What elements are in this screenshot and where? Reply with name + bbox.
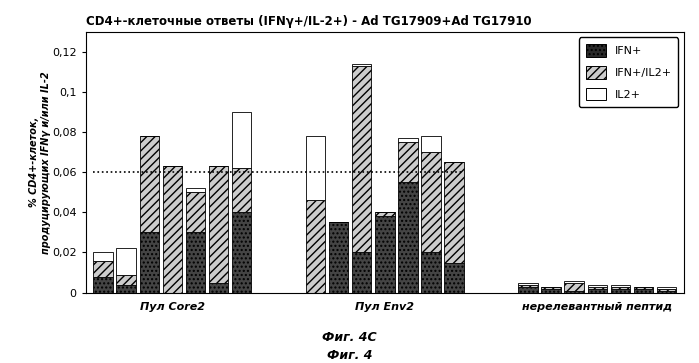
Bar [611, 285, 630, 286]
Bar [186, 188, 205, 192]
Text: Фиг. 4C: Фиг. 4C [322, 331, 377, 344]
Bar [94, 253, 113, 261]
Bar [352, 253, 371, 293]
Bar [117, 274, 136, 285]
Bar [306, 200, 325, 293]
Bar [306, 136, 325, 200]
Bar [421, 152, 440, 253]
Bar [398, 138, 417, 142]
Bar [352, 64, 371, 66]
Bar [421, 136, 440, 152]
Bar [657, 291, 676, 293]
Bar [588, 286, 607, 289]
Bar [542, 286, 561, 289]
Bar [232, 112, 252, 168]
Bar [186, 232, 205, 293]
Bar [186, 192, 205, 232]
Bar [565, 291, 584, 293]
Bar [94, 277, 113, 293]
Bar [518, 285, 538, 286]
Bar [398, 182, 417, 293]
Bar [421, 253, 440, 293]
Bar [657, 286, 676, 289]
Bar [518, 282, 538, 285]
Bar [329, 223, 348, 293]
Bar [565, 282, 584, 291]
Bar [611, 286, 630, 289]
Bar [375, 216, 394, 293]
Y-axis label: % CD4+-клеток,
продуцирующих IFNγ и/или IL-2: % CD4+-клеток, продуцирующих IFNγ и/или … [29, 71, 50, 254]
Bar [634, 286, 653, 289]
Bar [398, 142, 417, 182]
Bar [611, 289, 630, 293]
Bar [209, 166, 229, 282]
Text: Фиг. 4: Фиг. 4 [326, 349, 373, 362]
Bar [542, 289, 561, 293]
Bar [163, 166, 182, 293]
Text: CD4+-клеточные ответы (IFNγ+/IL-2+) - Ad TG17909+Ad TG17910: CD4+-клеточные ответы (IFNγ+/IL-2+) - Ad… [85, 15, 531, 28]
Bar [588, 285, 607, 286]
Bar [657, 289, 676, 291]
Bar [94, 261, 113, 277]
Bar [232, 168, 252, 212]
Bar [117, 285, 136, 293]
Bar [565, 281, 584, 282]
Bar [140, 232, 159, 293]
Bar [352, 66, 371, 253]
Bar [232, 212, 252, 293]
Bar [518, 286, 538, 293]
Bar [445, 162, 464, 262]
Bar [117, 249, 136, 274]
Bar [140, 136, 159, 232]
Bar [375, 212, 394, 216]
Legend: IFN+, IFN+/IL2+, IL2+: IFN+, IFN+/IL2+, IL2+ [579, 37, 679, 107]
Bar [209, 282, 229, 293]
Bar [588, 289, 607, 293]
Bar [445, 262, 464, 293]
Bar [634, 289, 653, 293]
